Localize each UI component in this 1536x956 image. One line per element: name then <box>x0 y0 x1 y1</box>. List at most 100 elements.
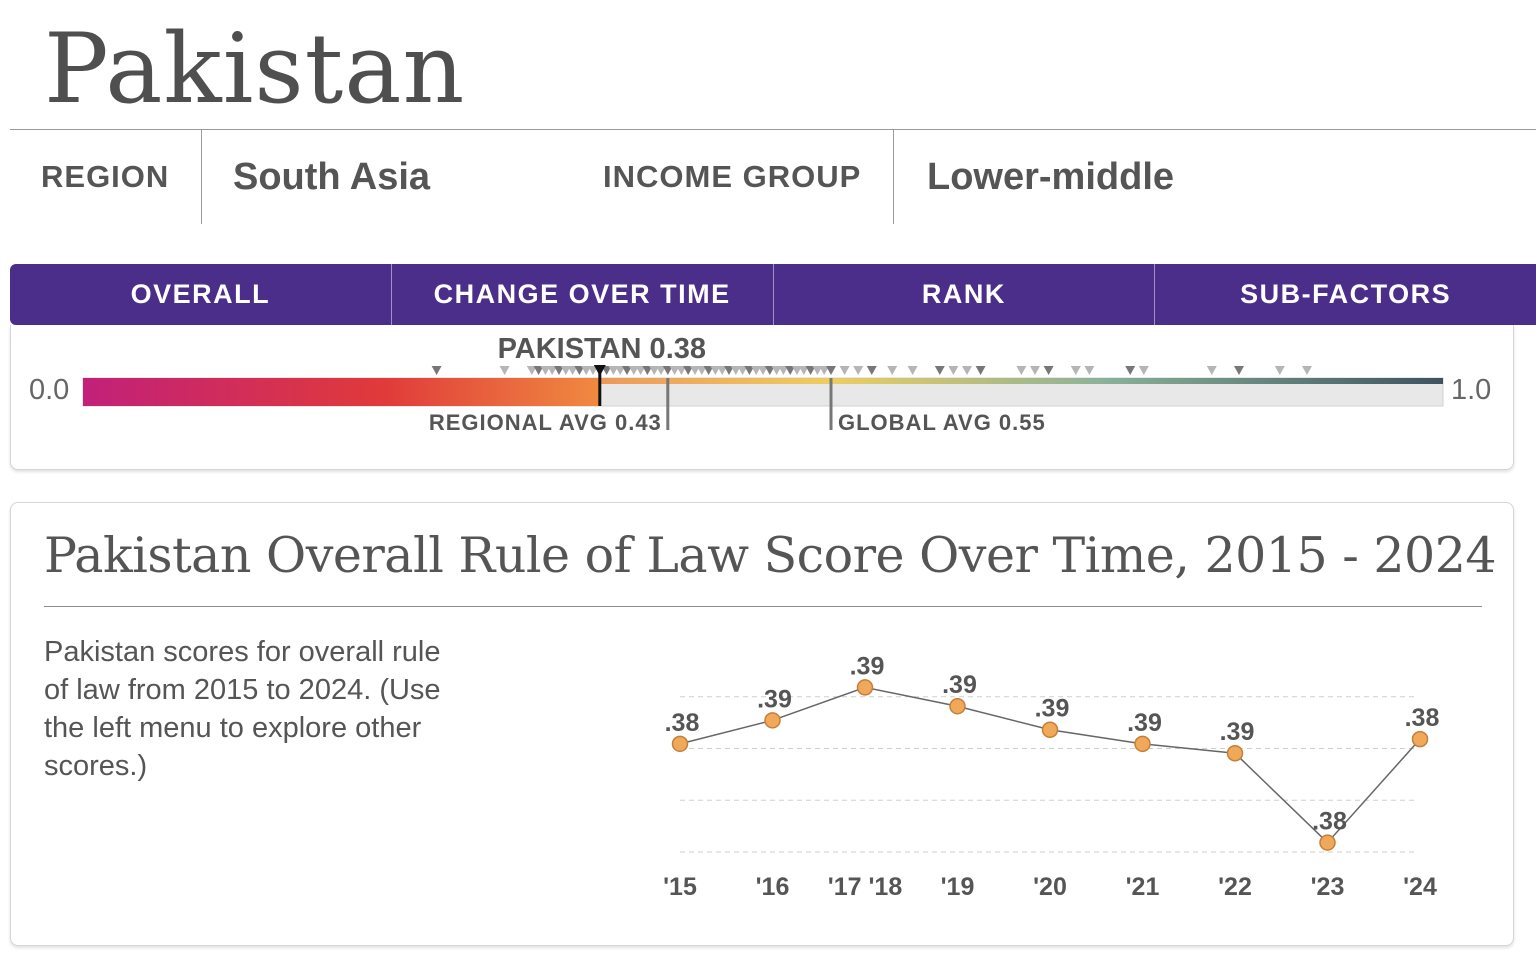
data-points <box>671 679 1429 851</box>
x-tick-label: '21 <box>1126 873 1160 901</box>
x-tick-label: '24 <box>1403 873 1437 901</box>
tab-overall[interactable]: OVERALL <box>130 279 271 309</box>
tab-rank[interactable]: RANK <box>772 264 1155 325</box>
country-marker <box>751 366 762 375</box>
country-marker <box>805 366 816 375</box>
country-marker <box>690 366 700 375</box>
country-score-triangle <box>593 365 606 376</box>
country-marker <box>812 366 823 375</box>
country-marker <box>581 366 592 375</box>
country-marker <box>764 366 775 375</box>
country-marker <box>744 366 755 375</box>
country-info-row: REGION South Asia INCOME GROUP Lower-mid… <box>10 129 1536 224</box>
tab-sub-factors[interactable]: SUB-FACTORS <box>1154 264 1536 325</box>
country-marker <box>1274 366 1285 375</box>
data-point[interactable] <box>1134 735 1151 753</box>
score-bar-fill <box>83 378 600 406</box>
country-marker <box>615 366 626 375</box>
title-divider <box>44 606 1482 607</box>
score-over-time-card: Pakistan Overall Rule of Law Score Over … <box>10 502 1514 946</box>
country-marker <box>601 366 612 375</box>
x-tick-label: '19 <box>941 873 975 901</box>
country-marker <box>948 366 959 375</box>
country-marker <box>758 366 768 375</box>
data-point[interactable] <box>856 679 874 696</box>
country-marker <box>962 366 972 375</box>
country-marker <box>526 366 537 375</box>
country-marker <box>588 366 598 375</box>
region-value-cell: South Asia <box>233 130 430 224</box>
region-label: REGION <box>41 159 170 194</box>
country-marker <box>1070 366 1081 375</box>
global-avg-label: GLOBAL AVG 0.55 <box>838 410 1046 435</box>
data-point[interactable] <box>671 735 689 753</box>
x-tick-label: '16 <box>756 873 790 901</box>
data-point[interactable] <box>1411 730 1429 748</box>
country-marker <box>431 366 442 375</box>
country-marker <box>642 366 653 375</box>
country-marker <box>1084 366 1095 375</box>
divider <box>201 130 202 224</box>
country-marker <box>1043 366 1054 375</box>
data-label: .39 <box>942 671 977 699</box>
data-point[interactable] <box>949 697 966 715</box>
data-label: .38 <box>1312 808 1347 836</box>
income-group-value: Lower-middle <box>927 155 1175 198</box>
x-tick-label: '17 '18 <box>828 873 903 901</box>
region-label-cell: REGION <box>41 130 169 224</box>
scale-min-label: 0.0 <box>29 374 69 406</box>
country-marker <box>853 366 864 375</box>
x-tick-label: '22 <box>1218 873 1252 901</box>
scale-max-label: 1.0 <box>1451 374 1491 406</box>
country-marker <box>730 366 741 375</box>
country-marker <box>696 366 707 375</box>
country-marker <box>656 366 666 375</box>
data-point[interactable] <box>1041 721 1059 738</box>
x-tick-label: '20 <box>1033 873 1067 901</box>
data-label: .38 <box>665 709 700 737</box>
country-marker <box>839 366 850 375</box>
x-tick-label: '15 <box>663 873 697 901</box>
country-marker <box>608 366 619 375</box>
country-marker <box>622 366 632 375</box>
country-marker <box>717 366 728 375</box>
country-marker <box>819 366 830 375</box>
country-marker <box>792 366 802 375</box>
country-marker <box>628 366 639 375</box>
country-marker <box>662 366 673 375</box>
country-marker <box>975 366 986 375</box>
country-marker <box>771 366 782 375</box>
country-marker <box>934 366 945 375</box>
country-marker <box>533 366 544 375</box>
income-value-cell: Lower-middle <box>927 130 1174 224</box>
country-marker <box>574 366 585 375</box>
country-score-label: PAKISTAN 0.38 <box>498 333 706 365</box>
country-marker <box>710 366 721 375</box>
overall-score-card: 0.0 1.0 PAKISTAN 0.38 REGIONAL AVG 0.43 … <box>10 325 1514 470</box>
country-marker <box>1016 366 1027 375</box>
country-marker <box>798 366 809 375</box>
country-marker <box>635 366 646 375</box>
chart-title: Pakistan Overall Rule of Law Score Over … <box>44 527 1497 584</box>
country-marker <box>554 366 564 375</box>
country-marker <box>499 366 510 375</box>
other-country-markers <box>431 366 1312 375</box>
tab-change-over-time[interactable]: CHANGE OVER TIME <box>390 264 773 325</box>
country-marker <box>567 366 578 375</box>
country-marker <box>669 366 680 375</box>
country-marker <box>560 366 571 375</box>
country-marker <box>866 366 877 375</box>
country-marker <box>1234 366 1244 375</box>
data-labels: .38 .39 .39 .39 .39 .39 .39 .38 .38 <box>665 652 1440 835</box>
data-point[interactable] <box>1226 744 1244 762</box>
country-marker <box>649 366 660 375</box>
country-marker <box>1206 366 1217 375</box>
income-label-cell: INCOME GROUP <box>603 130 861 224</box>
data-point[interactable] <box>764 712 781 729</box>
data-label: .39 <box>850 652 885 680</box>
score-tabs: OVERALL CHANGE OVER TIME RANK SUB-FACTOR… <box>10 264 1536 325</box>
x-tick-label: '23 <box>1311 873 1345 901</box>
grid-lines <box>680 696 1416 853</box>
data-label: .39 <box>757 685 792 713</box>
data-point[interactable] <box>1319 834 1336 851</box>
